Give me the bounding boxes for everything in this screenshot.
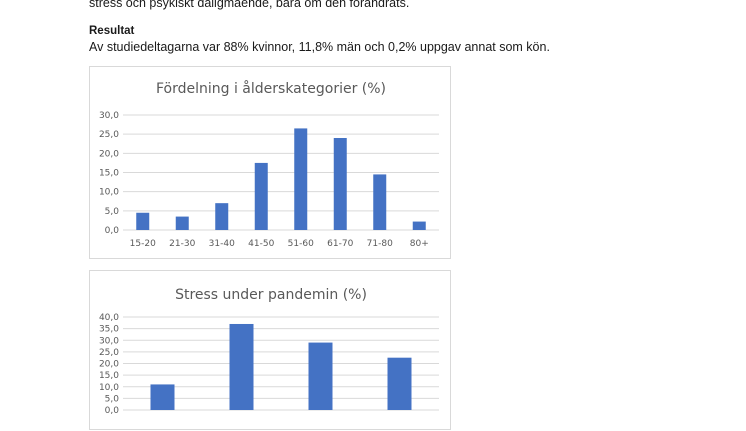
bar — [308, 342, 333, 410]
y-tick-label: 30,0 — [99, 111, 119, 121]
age-distribution-chart: Fördelning i ålderskategorier (%) 0,0 5,0 1… — [89, 66, 451, 259]
pandemic-stress-svg: Stress under pandemin (%)0,05,010,015,02… — [99, 287, 439, 416]
bar — [136, 212, 150, 230]
y-tick-label: 20,0 — [99, 149, 119, 159]
y-tick-label: 25,0 — [99, 130, 119, 140]
y-tick-label: 0,0 — [105, 406, 120, 416]
bar — [229, 323, 254, 410]
y-tick-label: 40,0 — [99, 313, 119, 323]
bar — [333, 138, 347, 230]
y-tick-label: 35,0 — [99, 325, 119, 335]
bar — [254, 162, 268, 230]
y-tick-label: 0,0 — [105, 226, 120, 236]
chart-title: Stress under pandemin (%) — [175, 287, 367, 303]
x-tick-label: 21-30 — [169, 239, 195, 249]
pandemic-stress-chart: Stress under pandemin (%) 0,0 5,0 10,0 15,0 2… — [89, 270, 451, 430]
x-tick-label: 61-70 — [327, 239, 353, 249]
x-tick-label: 15-20 — [130, 239, 156, 249]
bar — [215, 203, 229, 230]
bar — [373, 174, 387, 230]
x-tick-label: 51-60 — [288, 239, 314, 249]
y-tick-label: 10,0 — [99, 383, 119, 393]
section-heading: Resultat — [89, 25, 135, 37]
y-tick-label: 15,0 — [99, 371, 119, 381]
x-tick-label: 41-50 — [248, 239, 274, 249]
bar — [175, 216, 189, 230]
result-text: Av studiedeltagarna var 88% kvinnor, 11,… — [89, 40, 550, 54]
y-tick-label: 5,0 — [105, 394, 120, 404]
y-tick-label: 25,0 — [99, 348, 119, 358]
chart-title: Fördelning i ålderskategorier (%) — [156, 80, 386, 97]
y-tick-label: 20,0 — [99, 360, 119, 370]
y-tick-label: 10,0 — [99, 188, 119, 198]
y-tick-label: 5,0 — [105, 207, 120, 217]
y-tick-label: 30,0 — [99, 336, 119, 346]
age-distribution-svg: Fördelning i ålderskategorier (%) 0,0 5,0 1… — [99, 80, 439, 249]
x-tick-label: 31-40 — [209, 239, 235, 249]
x-tick-label: 80+ — [410, 239, 429, 249]
bar — [412, 221, 426, 230]
bar — [387, 357, 412, 410]
y-tick-label: 15,0 — [99, 169, 119, 179]
bar — [150, 384, 175, 410]
bar — [294, 128, 308, 230]
x-tick-label: 71-80 — [367, 239, 393, 249]
intro-text: stress och psykiskt dåligmående, bara om… — [89, 0, 410, 10]
